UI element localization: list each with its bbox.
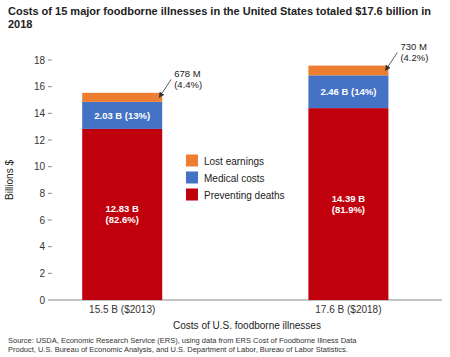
legend-label: Preventing deaths xyxy=(204,190,285,201)
bar xyxy=(82,129,162,300)
y-tick xyxy=(48,60,52,61)
legend: Lost earnings Medical costs Preventing dea… xyxy=(186,155,285,201)
legend-label: Medical costs xyxy=(204,173,265,184)
y-tick-label: 8 xyxy=(39,188,45,199)
y-tick xyxy=(48,246,52,247)
y-tick-label: 14 xyxy=(34,108,46,119)
title: Costs of 15 major foodborne illnesses in… xyxy=(8,5,431,30)
data-label: 14.39 B(81.9%) xyxy=(332,193,365,215)
y-tick-label: 4 xyxy=(39,241,45,252)
y-tick-label: 0 xyxy=(39,295,45,306)
annotation-arrow xyxy=(159,79,171,97)
source: Source: USDA, Economic Research Service … xyxy=(8,336,357,354)
y-axis-label: Billions $ xyxy=(4,160,15,200)
y-tick xyxy=(48,300,52,301)
y-tick-label: 18 xyxy=(34,55,46,66)
y-tick-label: 16 xyxy=(34,81,46,92)
x-axis-label: Costs of U.S. foodborne illnesses xyxy=(173,320,321,331)
y-tick xyxy=(48,86,52,87)
x-tick-label: 17.6 B ($2018) xyxy=(315,304,381,315)
data-label: 730 M(4.2%) xyxy=(400,41,428,63)
y-tick xyxy=(48,220,52,221)
bars xyxy=(82,66,388,300)
legend-label: Lost earnings xyxy=(204,156,264,167)
legend-swatch xyxy=(186,155,198,167)
y-tick-label: 6 xyxy=(39,215,45,226)
bar xyxy=(82,102,162,129)
y-tick xyxy=(48,140,52,141)
data-labels: 12.83 B(82.6%) 2.03 B (13%) 678 M(4.4%) 14.… xyxy=(94,41,428,225)
data-label: 2.46 B (14%) xyxy=(320,86,376,97)
annotation-arrow xyxy=(385,52,397,70)
x-tick-label: 15.5 B ($2013) xyxy=(89,304,155,315)
y-tick xyxy=(48,193,52,194)
data-label: 2.03 B (13%) xyxy=(94,110,150,121)
y-tick-label: 2 xyxy=(39,268,45,279)
y-tick xyxy=(48,166,52,167)
legend-swatch xyxy=(186,189,198,201)
y-tick-label: 10 xyxy=(34,161,46,172)
bar xyxy=(308,75,388,108)
y-tick xyxy=(48,113,52,114)
y-tick-label: 12 xyxy=(34,135,46,146)
bar xyxy=(308,108,388,300)
bar xyxy=(82,93,162,102)
y-tick xyxy=(48,273,52,274)
bar xyxy=(308,66,388,76)
data-label: 12.83 B(82.6%) xyxy=(106,203,139,225)
data-label: 678 M(4.4%) xyxy=(174,68,202,90)
legend-swatch xyxy=(186,172,198,184)
y-ticks: 0 2 4 6 8 10 12 14 16 18 xyxy=(34,55,52,306)
